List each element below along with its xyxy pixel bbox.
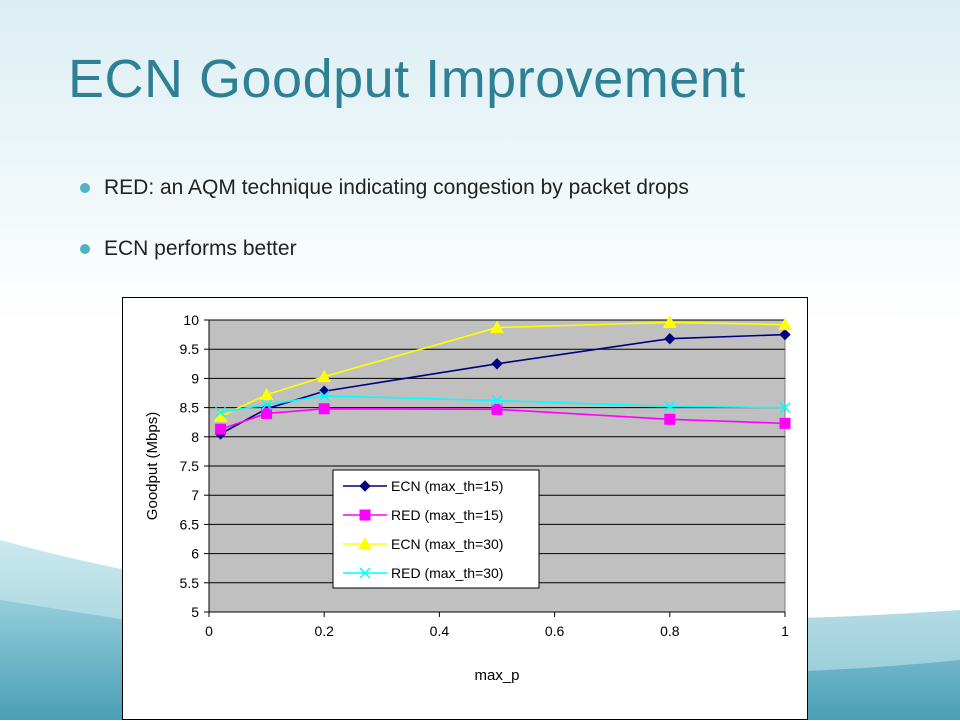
slide-title: ECN Goodput Improvement (68, 49, 746, 109)
data-point (779, 417, 791, 429)
legend-label: RED (max_th=15) (391, 507, 503, 523)
legend-swatch-marker (358, 536, 372, 550)
bullet-text: RED: an AQM technique indicating congest… (104, 176, 689, 199)
x-tick-label: 0.8 (660, 623, 680, 639)
data-point (779, 402, 791, 414)
data-point (490, 320, 504, 334)
y-axis-label: Goodput (Mbps) (144, 412, 161, 520)
data-point (318, 403, 330, 415)
chart-frame: 5 5.5 6 6.5 7 7.5 8 8.5 9 9.5 10 0 0.2 0.4 0.6 0.8 1 Goo… (122, 297, 808, 720)
x-tick-label: 0.4 (430, 623, 450, 639)
x-tick-label: 0 (205, 623, 213, 639)
y-tick-label: 8.5 (180, 400, 200, 416)
legend-item: RED (max_th=30) (343, 565, 503, 581)
data-point (261, 407, 273, 419)
data-point (664, 332, 676, 345)
y-tick-label: 10 (183, 312, 199, 328)
data-point (664, 400, 676, 412)
data-point (662, 315, 677, 328)
x-tick-label: 1 (781, 623, 789, 639)
y-tick-label: 6.5 (180, 516, 200, 532)
x-axis-label: max_p (474, 667, 519, 684)
legend-swatch-marker (359, 567, 371, 579)
chart-legend: ECN (max_th=15) RED (max_th=15) ECN (max_t… (332, 469, 540, 589)
y-tick-label: 7 (191, 487, 199, 503)
y-tick-label: 9 (191, 370, 199, 386)
series-2 (215, 403, 791, 435)
data-point (259, 387, 274, 401)
data-point (261, 399, 273, 411)
series-4 (214, 390, 791, 418)
legend-item: RED (max_th=15) (343, 507, 503, 523)
series-3 (213, 315, 792, 422)
bullet-dot-icon (80, 183, 90, 193)
data-point (318, 390, 330, 402)
goodput-chart: 5 5.5 6 6.5 7 7.5 8 8.5 9 9.5 10 0 0.2 0.4 0.6 0.8 1 Goo… (144, 312, 792, 684)
y-tick-label: 9.5 (180, 341, 200, 357)
series-line (220, 395, 786, 414)
series-line (220, 333, 786, 435)
series-line (220, 407, 786, 430)
series-line (220, 321, 786, 418)
y-tick-label: 7.5 (180, 458, 200, 474)
bullet-list: RED: an AQM technique indicating congest… (80, 176, 689, 298)
legend-label: ECN (max_th=15) (391, 478, 503, 494)
data-point (779, 328, 791, 341)
y-tick-label: 5.5 (180, 575, 200, 591)
legend-swatch-marker (359, 509, 371, 521)
data-point (491, 358, 503, 370)
y-tick-label: 6 (191, 546, 199, 562)
bullet-item: ECN performs better (80, 237, 689, 261)
y-tick-label: 5 (191, 604, 199, 620)
legend-label: RED (max_th=30) (391, 565, 503, 581)
data-point (491, 395, 503, 407)
legend-box (332, 469, 540, 589)
y-tick-label: 8 (191, 429, 199, 445)
bullet-item: RED: an AQM technique indicating congest… (80, 176, 689, 200)
x-tick-label: 0.6 (545, 623, 565, 639)
bullet-dot-icon (80, 244, 90, 254)
legend-item: ECN (max_th=15) (343, 478, 503, 494)
data-point (215, 423, 227, 435)
data-point (317, 369, 332, 383)
data-point (778, 317, 792, 331)
legend-label: ECN (max_th=30) (391, 536, 503, 552)
data-point (214, 406, 227, 418)
legend-swatch-marker (359, 480, 371, 492)
data-point (664, 413, 676, 425)
data-point (491, 403, 503, 415)
x-tick-label: 0.2 (314, 623, 334, 639)
bullet-text: ECN performs better (104, 237, 297, 260)
legend-item: ECN (max_th=30) (343, 536, 503, 552)
